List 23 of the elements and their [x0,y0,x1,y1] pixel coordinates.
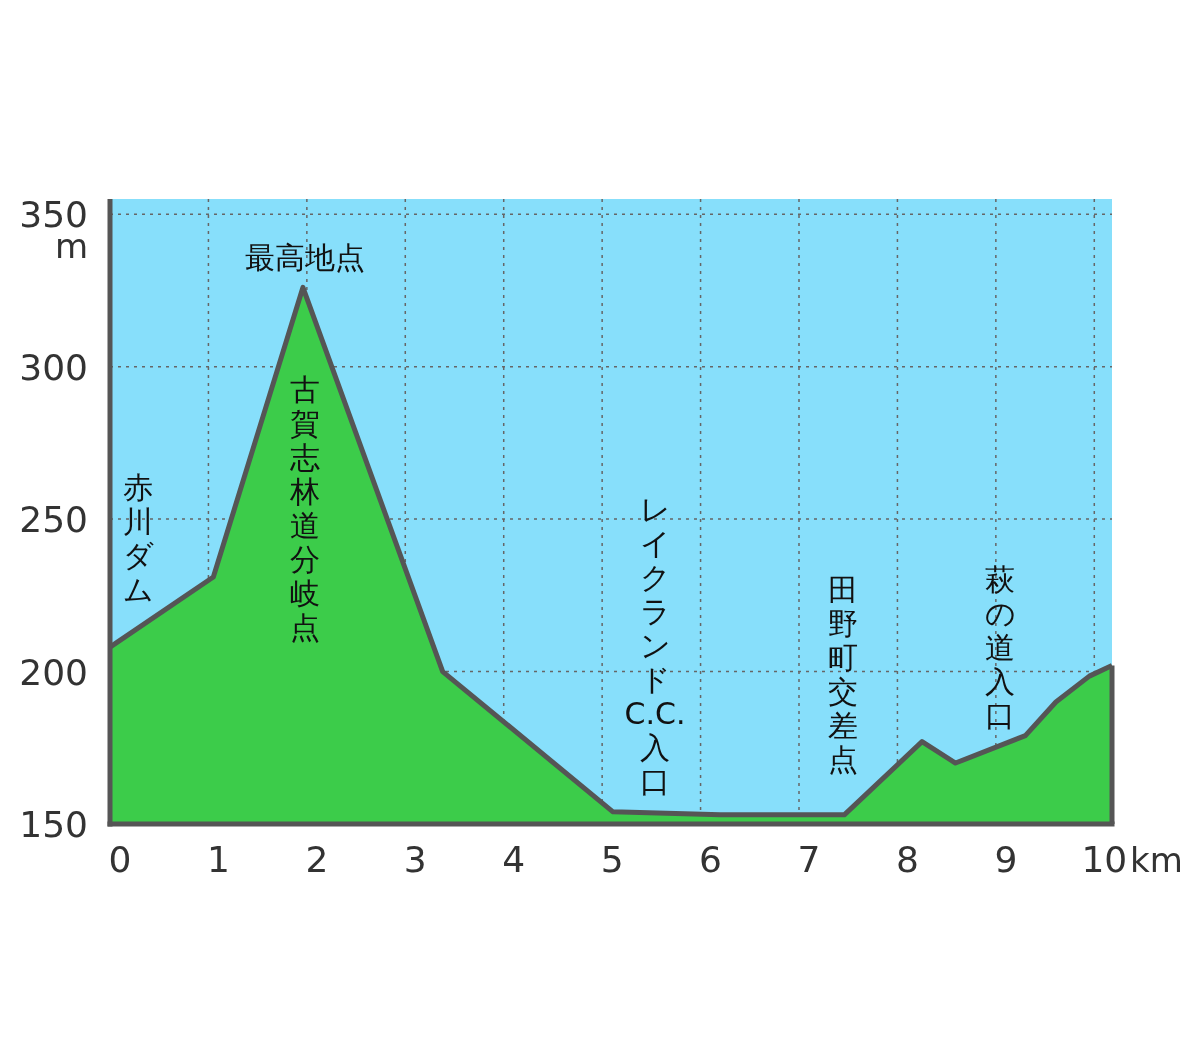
annotation: 萩の道入口 [984,562,1016,733]
annotation: 田野町交差点 [828,572,858,777]
x-tick-label: 0 [108,839,132,880]
x-tick-label: 8 [895,839,919,880]
annotation: 最高地点 [245,240,365,275]
x-tick-label: 7 [797,839,821,880]
annotation: 古賀志林道分岐点 [289,372,320,645]
x-tick-label: 5 [600,839,624,880]
x-tick-label: 6 [699,839,723,880]
annotation: 赤川ダム [122,470,154,607]
y-tick-label: 200 [19,651,88,693]
x-tick-label: 4 [502,839,526,880]
y-tick-label: 350 [19,194,88,236]
x-tick-label: 10 [1081,839,1128,880]
x-tick-label: 1 [206,839,230,880]
text: レイクランドC.C.入口 [624,492,686,799]
y-tick-label: 250 [19,499,88,541]
x-axis-title: km [1130,840,1183,880]
y-tick-label: 150 [19,804,88,845]
y-tick-label: 300 [19,346,88,388]
x-tick-label: 3 [403,839,427,880]
x-tick-label: 2 [305,839,329,880]
x-tick-label: 9 [994,839,1018,880]
